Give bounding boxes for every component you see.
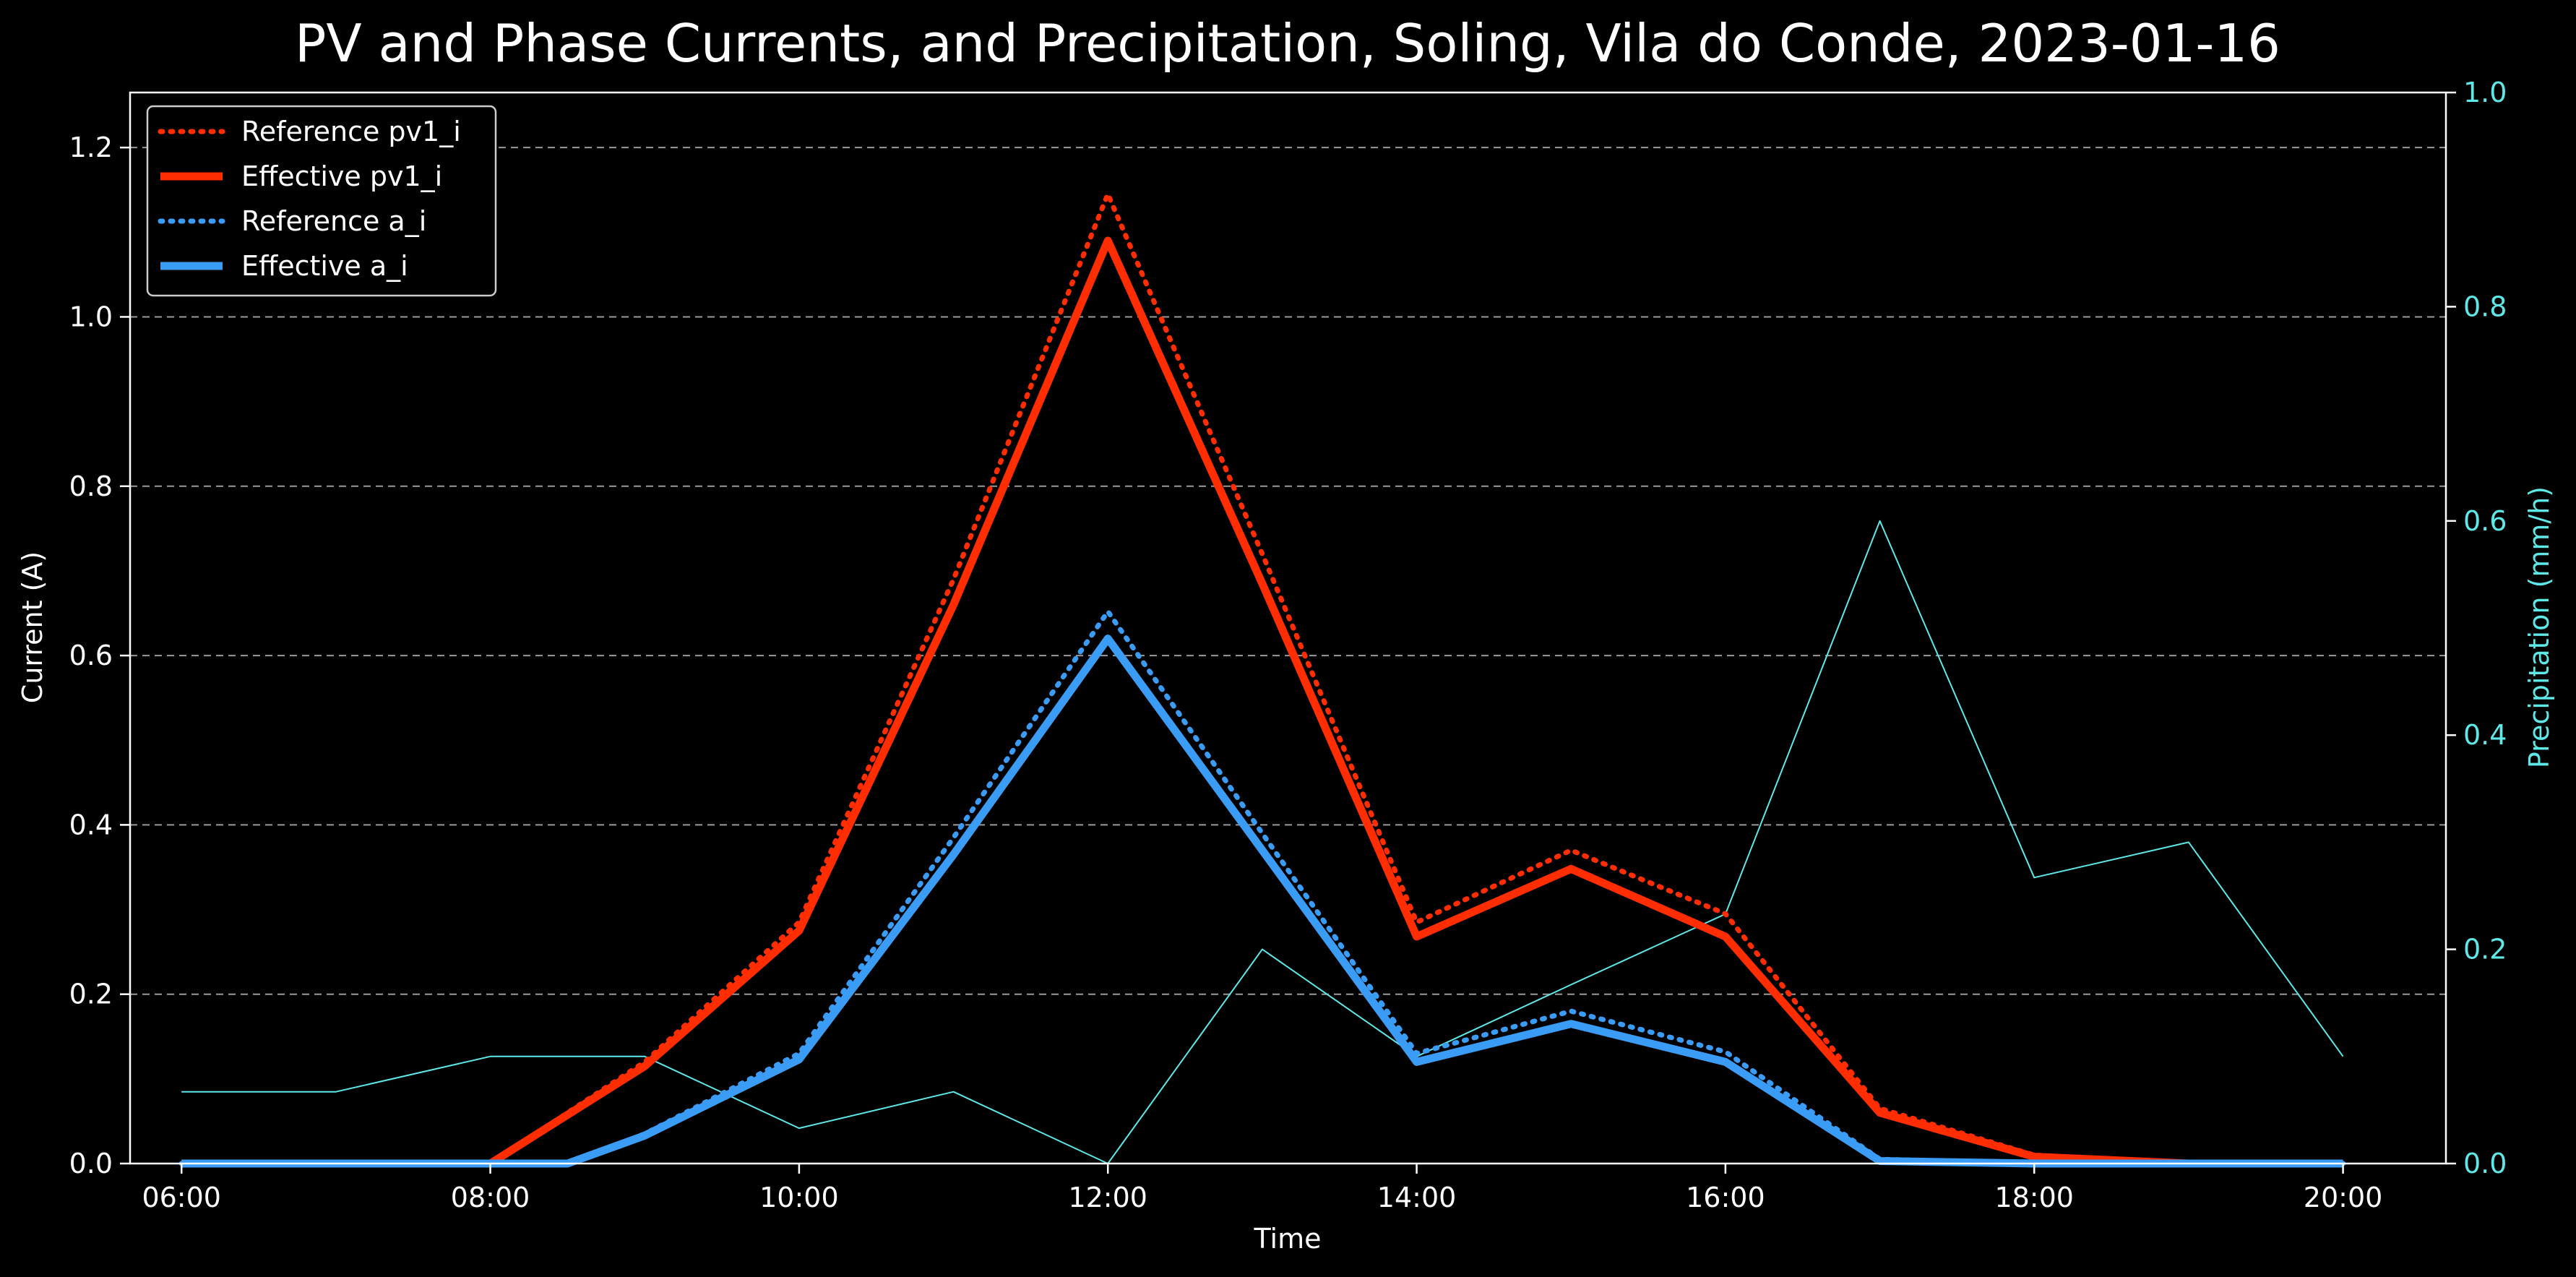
plot-frame — [129, 91, 2447, 1165]
axes: 0.0 0.2 0.4 0.6 0.8 1.0 1.2 0.0 0.2 0.4 0.6 0.8 1.0 0… — [69, 77, 2507, 1213]
y2-tick-label: 1.0 — [2463, 77, 2507, 108]
legend-label: Effective a_i — [241, 250, 408, 282]
y-tick-label: 1.2 — [69, 132, 113, 163]
chart-title: PV and Phase Currents, and Precipitation… — [295, 13, 2280, 74]
y-axis-title: Current (A) — [17, 551, 48, 703]
x-tick-label: 06:00 — [142, 1182, 221, 1213]
x-tick-label: 08:00 — [451, 1182, 530, 1213]
y2-tick-label: 0.4 — [2463, 719, 2507, 751]
y-tick-label: 1.0 — [69, 301, 113, 332]
y2-tick-label: 0.8 — [2463, 291, 2507, 322]
series-line-precipitation — [181, 520, 2344, 1164]
y2-tick-label: 0.6 — [2463, 505, 2507, 537]
x-tick-label: 12:00 — [1068, 1182, 1147, 1213]
x-tick-label: 20:00 — [2304, 1182, 2383, 1213]
x-tick-label: 14:00 — [1377, 1182, 1457, 1213]
series-line-effective-pv1-i — [181, 236, 2343, 1168]
x-tick-label: 10:00 — [759, 1182, 839, 1213]
legend: Reference pv1_i Effective pv1_i Reference … — [146, 105, 497, 297]
legend-label: Reference pv1_i — [241, 116, 461, 147]
y-tick-label: 0.0 — [69, 1148, 113, 1179]
legend-label: Reference a_i — [241, 205, 426, 237]
legend-label: Effective pv1_i — [241, 160, 442, 192]
y-tick-label: 0.6 — [69, 640, 113, 671]
x-tick-label: 16:00 — [1686, 1182, 1765, 1213]
y-tick-label: 0.8 — [69, 470, 113, 502]
y-tick-label: 0.2 — [69, 979, 113, 1010]
legend-box — [146, 105, 497, 297]
y-tick-label: 0.4 — [69, 809, 113, 840]
y2-axis-title: Precipitation (mm/h) — [2523, 486, 2555, 768]
y2-tick-label: 0.2 — [2463, 934, 2507, 966]
x-axis-title: Time — [1254, 1223, 1322, 1255]
x-tick-label: 18:00 — [1994, 1182, 2074, 1213]
y2-tick-label: 0.0 — [2463, 1148, 2507, 1179]
grid-lines — [130, 147, 2446, 995]
